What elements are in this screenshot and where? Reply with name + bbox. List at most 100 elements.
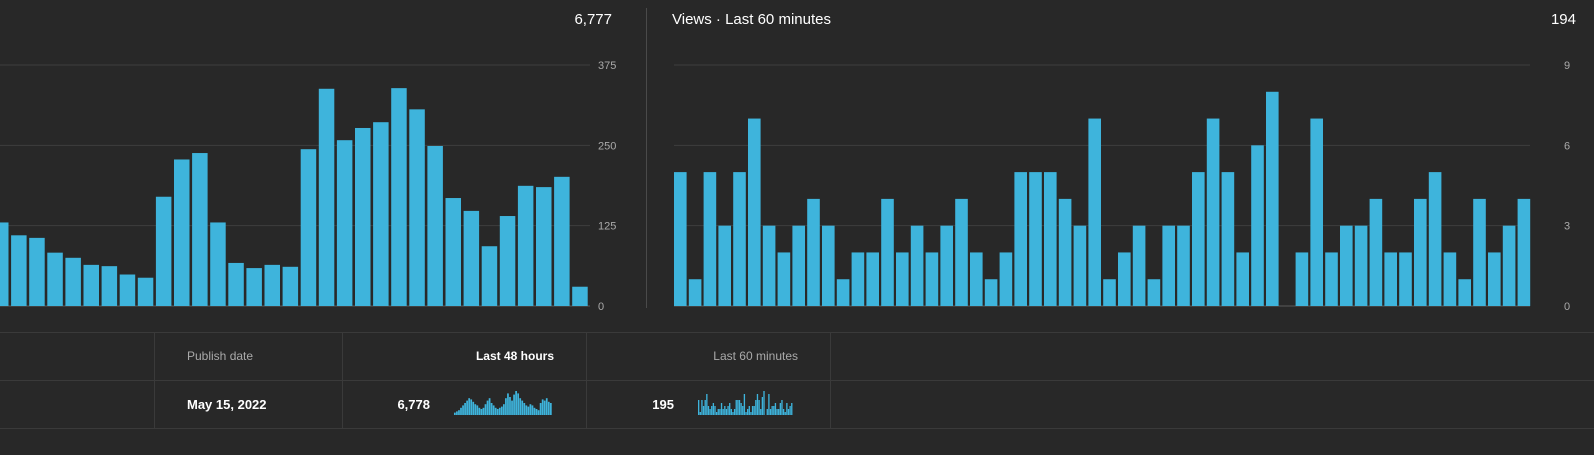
bar[interactable] (836, 279, 850, 306)
bar[interactable] (851, 252, 865, 306)
bar[interactable] (1517, 198, 1531, 306)
bar[interactable] (517, 185, 534, 306)
bar[interactable] (101, 266, 118, 306)
bar[interactable] (1266, 91, 1279, 307)
bar[interactable] (1192, 172, 1205, 306)
bar[interactable] (29, 237, 45, 306)
bar[interactable] (1014, 172, 1027, 306)
bar[interactable] (1488, 252, 1501, 306)
bar[interactable] (792, 225, 805, 306)
bar[interactable] (1502, 225, 1516, 306)
bar[interactable] (336, 140, 353, 306)
bar[interactable] (940, 225, 953, 306)
bar[interactable] (674, 172, 687, 306)
bar[interactable] (807, 198, 820, 306)
bar[interactable] (481, 246, 498, 306)
bar[interactable] (536, 187, 552, 306)
bar[interactable] (1147, 279, 1161, 306)
bar[interactable] (1221, 172, 1235, 306)
sparkline-bar (456, 411, 458, 415)
bar[interactable] (1177, 225, 1190, 306)
bar[interactable] (1399, 252, 1412, 306)
bar[interactable] (1295, 252, 1309, 306)
bar[interactable] (1443, 252, 1457, 306)
bar[interactable] (463, 210, 480, 306)
bar[interactable] (282, 266, 299, 306)
bar[interactable] (1340, 225, 1353, 306)
sparkline-bar (517, 393, 520, 415)
bar[interactable] (1088, 118, 1101, 306)
bar[interactable] (1044, 172, 1057, 306)
bar[interactable] (47, 252, 63, 306)
bar[interactable] (703, 172, 717, 306)
last-60-minutes-bar-chart[interactable]: 0 3 6 9 (660, 0, 1580, 313)
bar[interactable] (65, 257, 81, 306)
bar[interactable] (1310, 118, 1323, 306)
bar[interactable] (1369, 198, 1383, 306)
bar[interactable] (1118, 252, 1131, 306)
bar[interactable] (748, 118, 761, 306)
bar[interactable] (355, 127, 371, 307)
sparkline-bar (748, 406, 750, 415)
bar[interactable] (0, 222, 9, 306)
bar[interactable] (1428, 172, 1442, 306)
bar[interactable] (373, 122, 389, 307)
column-header-publish-date[interactable]: Publish date (187, 349, 254, 363)
bar[interactable] (572, 286, 588, 306)
bar[interactable] (554, 176, 570, 306)
bar[interactable] (210, 222, 226, 306)
bar[interactable] (733, 172, 746, 306)
bar[interactable] (499, 216, 516, 306)
bar[interactable] (955, 198, 968, 306)
bar[interactable] (999, 252, 1013, 306)
bar[interactable] (83, 264, 100, 306)
bar[interactable] (409, 109, 425, 307)
bar[interactable] (192, 153, 208, 306)
bar[interactable] (777, 252, 791, 306)
bar[interactable] (1103, 279, 1116, 306)
bar[interactable] (688, 279, 702, 306)
bar[interactable] (155, 196, 172, 306)
bar[interactable] (984, 279, 998, 306)
bar[interactable] (970, 252, 983, 306)
bar[interactable] (718, 225, 731, 306)
bar[interactable] (119, 274, 136, 306)
bar[interactable] (246, 268, 262, 306)
bar[interactable] (1473, 198, 1486, 306)
bar[interactable] (391, 88, 407, 306)
bar[interactable] (925, 252, 939, 306)
bar[interactable] (1458, 279, 1471, 306)
bar[interactable] (1236, 252, 1249, 306)
bar[interactable] (445, 198, 462, 306)
bar[interactable] (1384, 252, 1397, 306)
bar[interactable] (866, 252, 879, 306)
bar[interactable] (264, 264, 281, 306)
bar[interactable] (300, 149, 317, 306)
bar[interactable] (822, 225, 835, 306)
column-header-last-48-hours[interactable]: Last 48 hours (475, 349, 554, 363)
bar[interactable] (1325, 252, 1338, 306)
bar[interactable] (137, 277, 154, 306)
bar[interactable] (1414, 198, 1427, 306)
bar[interactable] (427, 145, 443, 306)
bar[interactable] (1206, 118, 1220, 306)
bar[interactable] (910, 225, 924, 306)
bar[interactable] (1029, 172, 1042, 306)
bar[interactable] (1073, 225, 1087, 306)
bar[interactable] (174, 159, 190, 306)
bar[interactable] (1132, 225, 1146, 306)
bar[interactable] (1251, 145, 1264, 306)
bar[interactable] (881, 198, 894, 306)
sparkline-bar (500, 406, 503, 415)
bar[interactable] (762, 225, 776, 306)
column-header-last-60-minutes[interactable]: Last 60 minutes (713, 349, 798, 363)
bar[interactable] (1058, 198, 1072, 306)
bar[interactable] (1162, 225, 1175, 306)
bar[interactable] (228, 262, 244, 306)
bar[interactable] (1354, 225, 1368, 306)
bar[interactable] (318, 88, 335, 307)
last-48-hours-bar-chart[interactable]: 0 125 250 375 (0, 0, 620, 313)
bar[interactable] (896, 252, 909, 306)
sparkline-bar (707, 406, 710, 415)
bar[interactable] (11, 235, 27, 306)
